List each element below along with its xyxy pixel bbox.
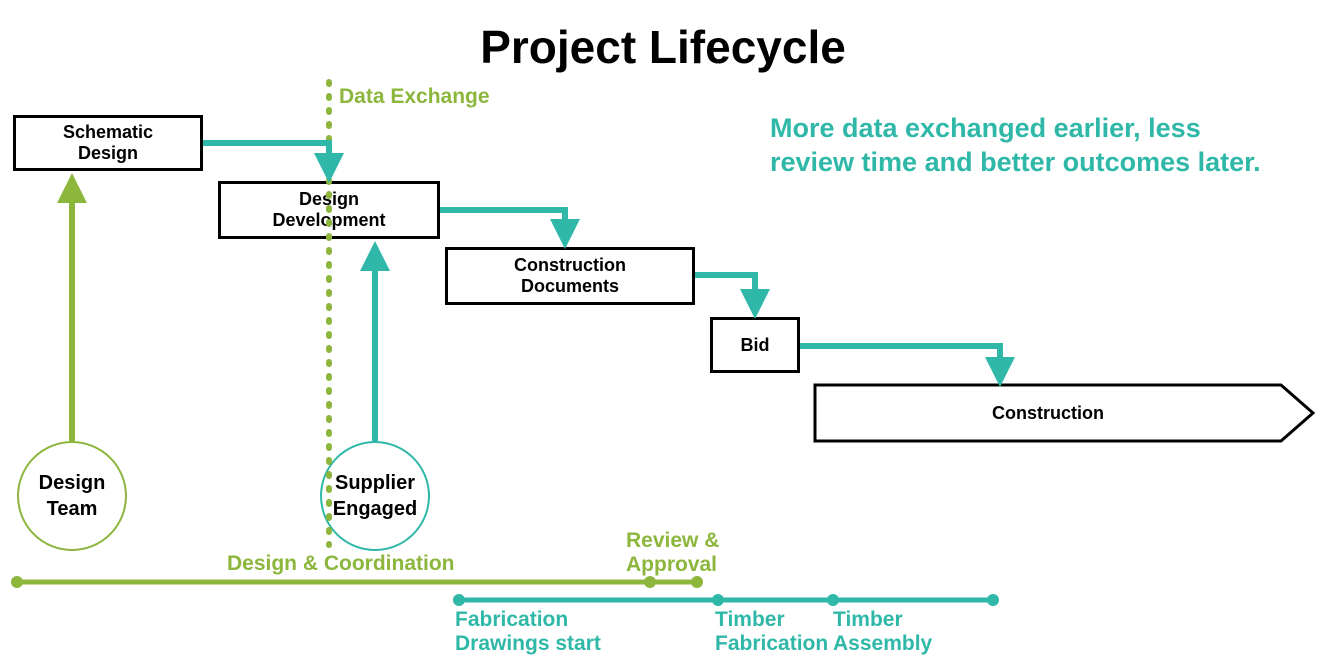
circle-label: Design Team [39,470,106,522]
circle-supplier-engaged: Supplier Engaged [320,441,430,551]
diagram-title: Project Lifecycle [0,20,1326,74]
circle-design-team: Design Team [17,441,127,551]
connector-condocs-to-bid [695,275,755,313]
circle-label: Supplier Engaged [333,470,417,522]
phase-label: Construction [992,403,1104,424]
label-fabrication-drawings: Fabrication Drawings start [455,608,601,656]
connector-bid-to-construction [800,346,1000,381]
phase-construction-documents: Construction Documents [445,247,695,305]
tagline-text: More data exchanged earlier, less review… [770,112,1290,180]
connector-schematic-to-designdev [203,143,329,177]
phase-bid: Bid [710,317,800,373]
phase-construction: Construction [815,385,1281,441]
phase-label: Construction Documents [514,255,626,296]
phase-label: Schematic Design [63,122,153,163]
phase-label: Bid [741,335,770,356]
label-timber-assembly: Timber Assembly [833,608,932,656]
label-timber-fabrication: Timber Fabrication [715,608,828,656]
connector-designdev-to-condocs [440,210,565,243]
phase-design-development: Design Development [218,181,440,239]
label-review-approval: Review & Approval [626,529,719,577]
phase-schematic-design: Schematic Design [13,115,203,171]
label-design-coordination: Design & Coordination [227,552,455,576]
phase-label: Design Development [272,189,385,230]
label-data-exchange: Data Exchange [339,85,490,109]
